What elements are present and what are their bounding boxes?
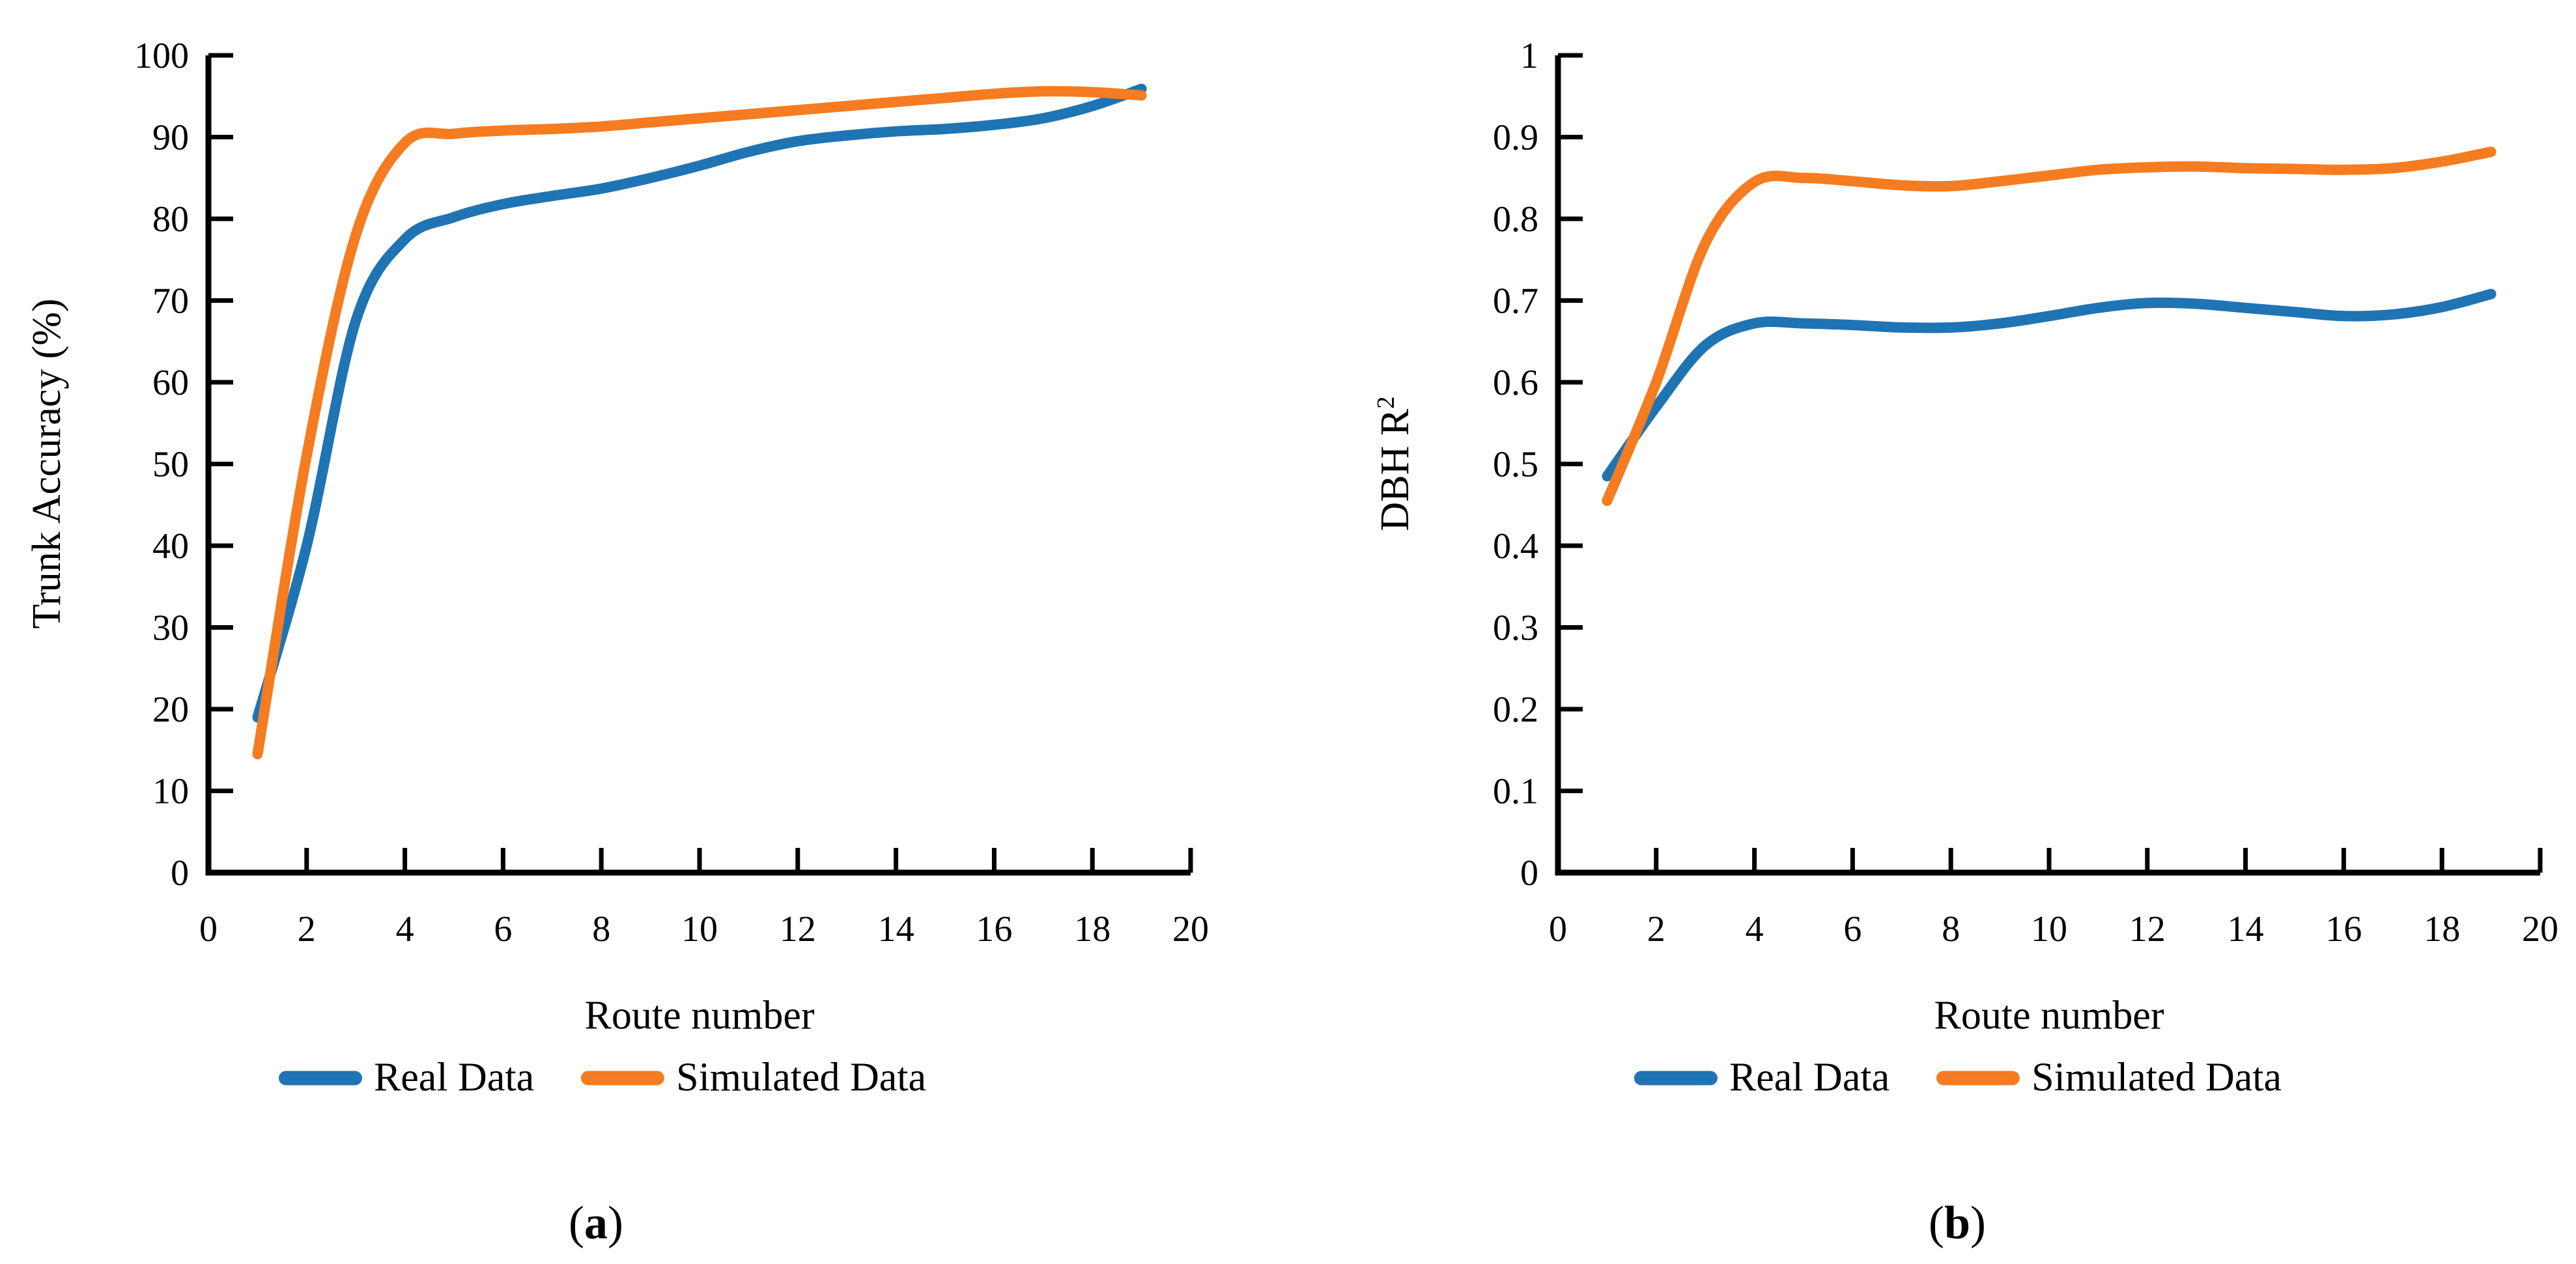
- y-tick-label-a: 80: [152, 199, 189, 240]
- x-tick-label-a: 12: [780, 909, 816, 949]
- x-tick-label-a: 0: [199, 909, 218, 949]
- legend-label-simulated-data: Simulated Data: [2031, 1055, 2282, 1100]
- y-tick-label-b: 0: [1520, 853, 1538, 893]
- y-tick-label-b: 0.5: [1493, 445, 1538, 485]
- x-tick-label-a: 20: [1172, 909, 1209, 949]
- x-tick-label-a: 6: [494, 909, 512, 949]
- y-tick-label-b: 0.3: [1493, 608, 1538, 649]
- simulated-data-line-a: [252, 86, 1147, 759]
- y-tick-label-b: 0.6: [1493, 363, 1538, 403]
- x-tick-label-a: 18: [1074, 909, 1111, 949]
- y-tick-label-b: 0.1: [1493, 772, 1538, 812]
- y-tick-label-b: 0.4: [1493, 526, 1538, 567]
- panel-caption-a: (a): [569, 1196, 623, 1250]
- x-tick-label-a: 4: [396, 909, 414, 949]
- simulated-data-line-b: [1602, 147, 2497, 506]
- panel-caption-b: (b): [1929, 1196, 1986, 1250]
- axes-a: [205, 55, 1191, 876]
- x-tick-label-b: 16: [2325, 909, 2362, 949]
- y-tick-label-a: 70: [152, 281, 189, 322]
- y-tick-label-b: 0.7: [1493, 281, 1538, 322]
- x-tick-label-b: 6: [1843, 909, 1861, 949]
- y-tick-label-a: 10: [152, 772, 189, 812]
- x-tick-label-b: 8: [1942, 909, 1960, 949]
- x-tick-label-b: 12: [2129, 909, 2166, 949]
- x-tick-label-b: 14: [2228, 909, 2264, 949]
- y-tick-label-a: 20: [152, 690, 189, 730]
- x-tick-label-a: 14: [878, 909, 914, 949]
- legend-label-real-data: Real Data: [1729, 1055, 1890, 1100]
- x-tick-label-b: 0: [1549, 909, 1567, 949]
- y-tick-label-b: 0.9: [1493, 118, 1538, 158]
- x-tick-label-b: 18: [2424, 909, 2460, 949]
- legend-a: Real Data Simulated Data: [278, 1055, 927, 1101]
- caption-b-open-paren: (: [1928, 1196, 1944, 1249]
- y-tick-label-a: 30: [152, 608, 189, 649]
- x-tick-label-b: 20: [2522, 909, 2558, 949]
- legend-label-real-data: Real Data: [373, 1055, 535, 1100]
- y-axis-title-b: DBH R2: [1372, 397, 1419, 531]
- caption-a-letter: a: [584, 1196, 608, 1249]
- caption-a-close-paren: ): [608, 1196, 623, 1249]
- real-data-line-a: [252, 83, 1147, 723]
- x-tick-label-a: 10: [681, 909, 718, 949]
- axes-b: [1555, 55, 2540, 876]
- y-tick-label-b: 0.8: [1493, 199, 1538, 240]
- y-tick-label-a: 0: [171, 853, 189, 893]
- real-data-line-b: [1602, 288, 2497, 482]
- y-tick-label-a: 100: [134, 36, 189, 76]
- y-axis-title-a-text: Trunk Accuracy (%): [24, 298, 69, 629]
- legend-swatch-simulated-data: [1936, 1071, 2020, 1085]
- y-axis-title-b-superscript: 2: [1372, 396, 1400, 409]
- x-tick-label-a: 2: [298, 909, 316, 949]
- x-tick-label-b: 2: [1647, 909, 1665, 949]
- x-tick-label-a: 8: [592, 909, 610, 949]
- chart-panel-a: 0 10 20 30 40 50 60 70 80 90 100 0 2 4 6 8 10 12 14 16 18 20: [134, 36, 1209, 949]
- y-tick-label-a: 50: [152, 445, 189, 485]
- y-tick-label-a: 90: [152, 118, 189, 158]
- caption-b-close-paren: ): [1970, 1196, 1987, 1249]
- y-axis-title-a: Trunk Accuracy (%): [23, 298, 70, 628]
- y-tick-label-a: 60: [152, 363, 189, 403]
- y-tick-label-a: 40: [152, 526, 189, 567]
- legend-swatch-simulated-data: [581, 1071, 665, 1085]
- legend-swatch-real-data: [1634, 1071, 1718, 1085]
- x-axis-title-b: Route number: [1934, 993, 2164, 1038]
- legend-swatch-real-data: [278, 1071, 362, 1085]
- x-tick-label-b: 10: [2031, 909, 2067, 949]
- caption-b-letter: b: [1944, 1196, 1971, 1249]
- caption-a-open-paren: (: [569, 1196, 584, 1249]
- y-axis-title-b-text: DBH R: [1372, 408, 1417, 531]
- legend-label-simulated-data: Simulated Data: [676, 1055, 927, 1100]
- legend-b: Real Data Simulated Data: [1634, 1055, 2282, 1101]
- x-axis-title-a: Route number: [584, 993, 815, 1038]
- y-tick-label-b: 0.2: [1493, 690, 1538, 730]
- chart-panel-b: 00.10.20.30.40.50.60.70.80.910 2 4 6 8 10 12 14…: [1493, 36, 2558, 949]
- y-tick-label-b: 1: [1520, 36, 1538, 76]
- x-tick-label-b: 4: [1746, 909, 1764, 949]
- x-tick-label-a: 16: [976, 909, 1012, 949]
